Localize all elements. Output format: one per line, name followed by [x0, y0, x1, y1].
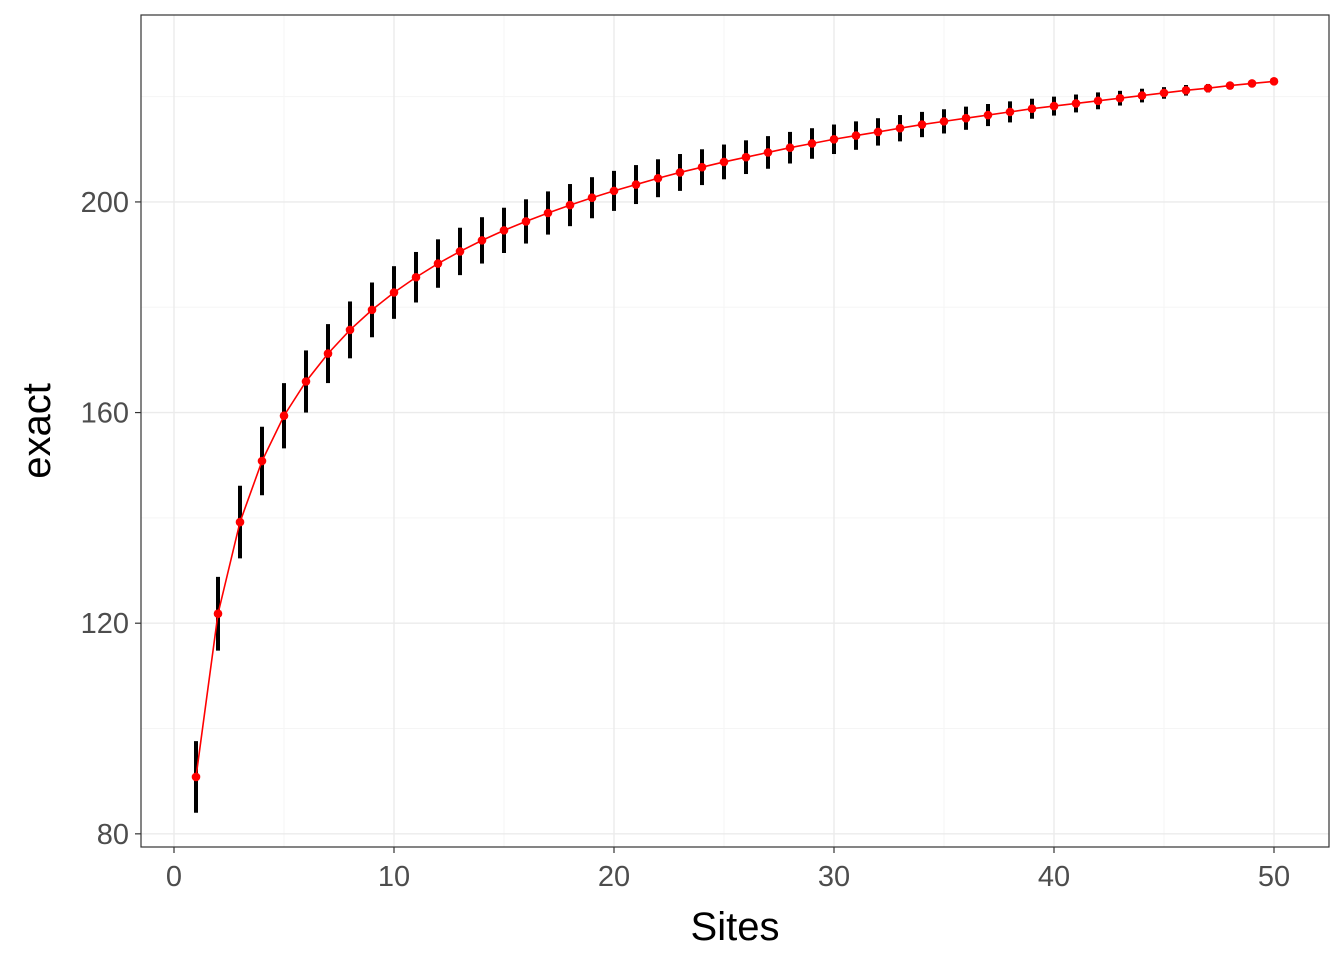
y-tick-label: 200	[81, 187, 129, 219]
data-point	[235, 517, 245, 527]
y-tick-label: 120	[81, 608, 129, 640]
data-point	[1137, 91, 1147, 100]
data-point	[961, 113, 971, 123]
data-point	[213, 609, 223, 619]
panel-border	[140, 14, 1330, 848]
data-point	[1027, 104, 1037, 114]
data-point	[323, 349, 333, 358]
data-point	[763, 148, 773, 157]
data-point	[367, 305, 377, 315]
data-point	[851, 131, 861, 140]
data-point	[433, 259, 443, 268]
data-point	[653, 173, 663, 183]
x-tick-label: 50	[1258, 861, 1290, 893]
data-point	[1115, 93, 1125, 103]
data-point	[1005, 107, 1015, 117]
data-point	[917, 120, 927, 129]
data-point	[1071, 99, 1081, 108]
data-points	[191, 77, 1279, 782]
data-point	[873, 127, 883, 137]
x-tick-label: 0	[166, 861, 182, 893]
data-point	[785, 143, 795, 152]
data-point	[1159, 88, 1169, 98]
x-axis-ticks: 0 10 20 30 40 50	[166, 847, 1290, 893]
data-point	[675, 168, 685, 177]
data-point	[477, 236, 487, 245]
data-point	[301, 377, 311, 386]
data-point	[543, 208, 553, 218]
data-point	[1269, 77, 1279, 86]
data-point	[697, 162, 707, 172]
y-axis-ticks: 80 120 160 200	[81, 187, 141, 851]
y-axis-title: exact	[15, 383, 59, 479]
data-point	[829, 134, 839, 144]
data-point	[389, 288, 399, 297]
data-point	[741, 152, 751, 162]
y-tick-label: 160	[81, 398, 129, 430]
data-point	[807, 139, 817, 148]
data-point	[587, 193, 597, 203]
data-point	[895, 123, 905, 133]
data-point	[1093, 96, 1103, 106]
x-tick-label: 20	[598, 861, 630, 893]
data-point	[939, 117, 949, 126]
data-point	[257, 456, 267, 466]
data-point	[1247, 79, 1257, 88]
data-point	[1049, 101, 1059, 111]
data-point	[565, 200, 575, 210]
data-point	[609, 186, 619, 196]
data-point	[499, 226, 509, 235]
x-tick-label: 10	[378, 861, 410, 893]
data-point	[191, 772, 201, 782]
data-point	[455, 247, 465, 256]
data-point	[279, 411, 289, 421]
x-tick-label: 40	[1038, 861, 1070, 893]
y-tick-label: 80	[97, 819, 129, 851]
data-point	[631, 180, 641, 189]
data-point	[719, 157, 729, 167]
data-point	[1225, 81, 1235, 90]
major-gridlines	[141, 15, 1329, 847]
data-point	[521, 217, 531, 226]
data-point	[345, 325, 355, 335]
data-point	[983, 110, 993, 120]
x-tick-label: 30	[818, 861, 850, 893]
data-point	[411, 272, 421, 282]
data-point	[1203, 83, 1213, 93]
x-axis-title: Sites	[691, 905, 780, 949]
data-point	[1181, 86, 1191, 95]
